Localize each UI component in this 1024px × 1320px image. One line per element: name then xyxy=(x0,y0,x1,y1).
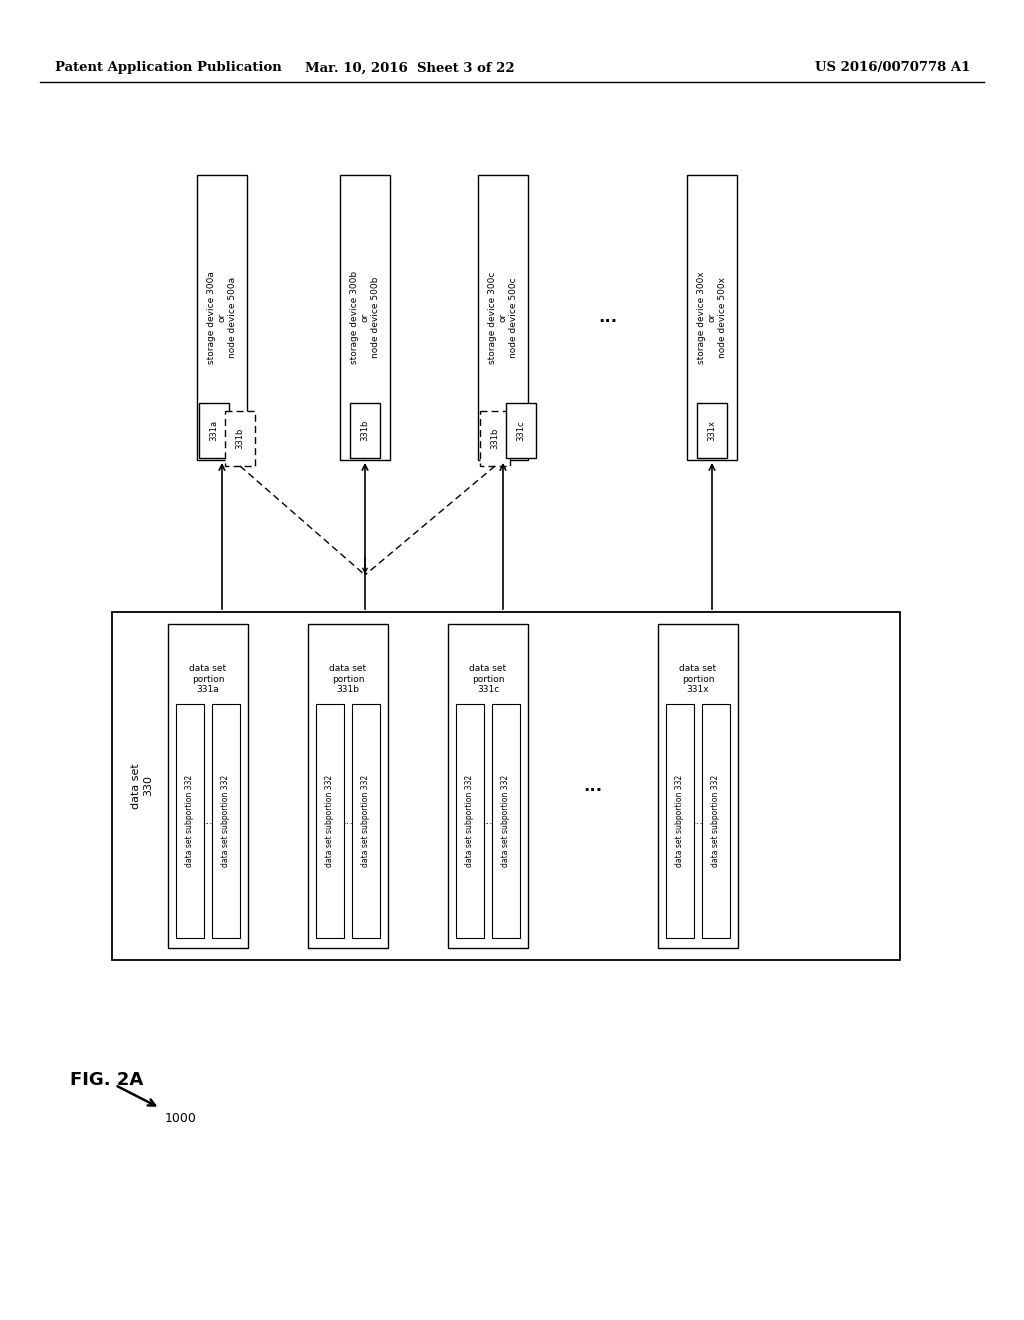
Text: data set
330: data set 330 xyxy=(131,763,153,809)
Text: data set subportion 332: data set subportion 332 xyxy=(221,775,230,867)
Bar xyxy=(199,403,229,458)
Text: 1000: 1000 xyxy=(165,1111,197,1125)
Bar xyxy=(316,704,344,939)
Text: data set
portion
331a: data set portion 331a xyxy=(189,664,226,694)
Text: ...: ... xyxy=(482,816,494,826)
Bar xyxy=(308,624,388,948)
Bar xyxy=(197,176,247,459)
Text: data set subportion 332: data set subportion 332 xyxy=(466,775,474,867)
Text: data set subportion 332: data set subportion 332 xyxy=(185,775,195,867)
Text: storage device 300x
or
node device 500x: storage device 300x or node device 500x xyxy=(697,271,727,364)
Bar xyxy=(212,704,240,939)
Text: 331b: 331b xyxy=(236,428,245,449)
Text: ...: ... xyxy=(584,777,602,795)
Text: data set
portion
331c: data set portion 331c xyxy=(469,664,507,694)
Bar xyxy=(506,403,536,458)
Bar xyxy=(456,704,484,939)
Bar xyxy=(666,704,694,939)
Bar xyxy=(352,704,380,939)
Bar xyxy=(687,176,737,459)
Text: data set
portion
331x: data set portion 331x xyxy=(680,664,717,694)
Text: US 2016/0070778 A1: US 2016/0070778 A1 xyxy=(815,62,970,74)
Text: storage device 300b
or
node device 500b: storage device 300b or node device 500b xyxy=(350,271,380,364)
Text: Mar. 10, 2016  Sheet 3 of 22: Mar. 10, 2016 Sheet 3 of 22 xyxy=(305,62,515,74)
Text: 331c: 331c xyxy=(516,420,525,441)
Bar xyxy=(112,612,900,960)
Text: 331b: 331b xyxy=(360,420,370,441)
Text: ...: ... xyxy=(343,816,353,826)
Text: storage device 300a
or
node device 500a: storage device 300a or node device 500a xyxy=(207,271,237,364)
Bar xyxy=(340,176,390,459)
Text: Patent Application Publication: Patent Application Publication xyxy=(55,62,282,74)
Text: 331b: 331b xyxy=(490,428,500,449)
Text: 331x: 331x xyxy=(708,420,717,441)
Bar xyxy=(478,176,528,459)
Text: ...: ... xyxy=(203,816,213,826)
Text: ...: ... xyxy=(598,309,617,326)
Text: storage device 300c
or
node device 500c: storage device 300c or node device 500c xyxy=(488,272,518,364)
Bar xyxy=(492,704,520,939)
Bar xyxy=(176,704,204,939)
Text: 331a: 331a xyxy=(210,420,218,441)
Text: data set subportion 332: data set subportion 332 xyxy=(502,775,511,867)
Text: data set subportion 332: data set subportion 332 xyxy=(361,775,371,867)
Text: data set subportion 332: data set subportion 332 xyxy=(712,775,721,867)
Text: data set
portion
331b: data set portion 331b xyxy=(330,664,367,694)
Bar xyxy=(350,403,380,458)
Text: ...: ... xyxy=(692,816,703,826)
Bar xyxy=(702,704,730,939)
Bar xyxy=(225,411,255,466)
Text: data set subportion 332: data set subportion 332 xyxy=(326,775,335,867)
Text: data set subportion 332: data set subportion 332 xyxy=(676,775,684,867)
Bar xyxy=(658,624,738,948)
Bar xyxy=(480,411,510,466)
Text: FIG. 2A: FIG. 2A xyxy=(70,1071,143,1089)
Bar xyxy=(697,403,727,458)
Bar xyxy=(168,624,248,948)
Bar xyxy=(449,624,528,948)
